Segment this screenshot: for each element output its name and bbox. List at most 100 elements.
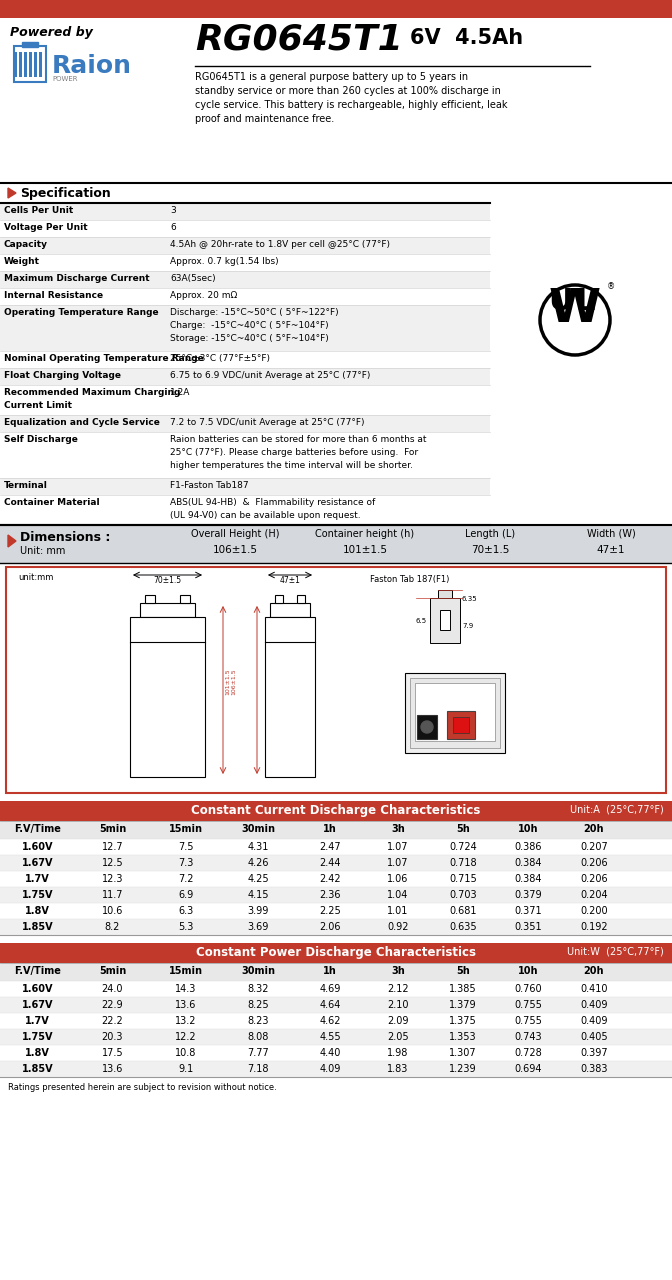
Bar [0,369,490,385]
Text: 1.8V: 1.8V [25,1048,50,1059]
Bar [0,253,490,271]
Text: Powered by: Powered by [10,26,93,38]
Text: 5min: 5min [99,824,126,835]
Text: 2.12: 2.12 [387,984,409,995]
Text: 1.83: 1.83 [387,1064,409,1074]
Text: 101±1.5: 101±1.5 [343,545,388,556]
Text: 2.09: 2.09 [387,1016,409,1027]
Text: 4.40: 4.40 [319,1048,341,1059]
Text: 4.25: 4.25 [247,874,269,884]
Text: 12.7: 12.7 [101,842,124,852]
Bar [0,801,672,820]
Text: 10.8: 10.8 [175,1048,197,1059]
Bar [275,595,283,603]
Text: 10.6: 10.6 [102,906,123,916]
Text: Charge:  -15°C~40°C ( 5°F~104°F): Charge: -15°C~40°C ( 5°F~104°F) [170,321,329,330]
Bar [453,717,469,733]
Text: standby service or more than 260 cycles at 100% discharge in: standby service or more than 260 cycles … [195,86,501,96]
Text: 0.410: 0.410 [580,984,607,995]
Text: 7.9: 7.9 [462,623,473,628]
Bar [0,997,672,1012]
Text: Approx. 20 mΩ: Approx. 20 mΩ [170,291,237,300]
Text: 13.6: 13.6 [175,1000,197,1010]
Text: 1.60V: 1.60V [22,842,53,852]
Text: 0.755: 0.755 [514,1016,542,1027]
Text: Dimensions :: Dimensions : [20,531,110,544]
Polygon shape [8,535,16,547]
Text: 5h: 5h [456,824,470,835]
Text: 3.99: 3.99 [247,906,269,916]
Bar [0,870,672,887]
Text: 1.60V: 1.60V [22,984,53,995]
Text: 2.44: 2.44 [319,858,341,868]
Text: 2.36: 2.36 [319,890,341,900]
Text: 4.26: 4.26 [247,858,269,868]
Text: Faston Tab 187(F1): Faston Tab 187(F1) [370,575,450,584]
Text: 4.55: 4.55 [319,1032,341,1042]
Text: 12.3: 12.3 [101,874,123,884]
Text: 1.7V: 1.7V [25,1016,50,1027]
Text: 13.2: 13.2 [175,1016,197,1027]
Text: 47±1: 47±1 [280,576,300,585]
Text: Overall Height (H): Overall Height (H) [191,529,280,539]
Text: proof and maintenance free.: proof and maintenance free. [195,114,334,124]
Text: 4.31: 4.31 [247,842,269,852]
Bar [0,204,490,220]
Text: W: W [549,288,601,333]
Text: 5.3: 5.3 [178,922,194,932]
Bar [405,673,505,753]
Text: 3: 3 [170,206,176,215]
Text: 0.724: 0.724 [449,842,477,852]
Bar [297,595,305,603]
Text: 0.384: 0.384 [514,858,542,868]
Bar [0,220,490,237]
Text: 8.08: 8.08 [247,1032,269,1042]
Bar [0,902,672,919]
Bar [438,590,452,598]
Text: 17.5: 17.5 [101,1048,124,1059]
Text: 6.75 to 6.9 VDC/unit Average at 25°C (77°F): 6.75 to 6.9 VDC/unit Average at 25°C (77… [170,371,370,380]
Bar [0,1044,672,1061]
Bar [447,710,475,739]
Bar [34,52,37,77]
Bar [14,46,46,82]
Text: Constant Current Discharge Characteristics: Constant Current Discharge Characteristi… [192,804,480,817]
Bar [0,1012,672,1029]
Text: 30min: 30min [241,824,275,835]
Text: 1.75V: 1.75V [22,890,53,900]
Bar [14,52,17,77]
Bar [410,678,500,748]
Text: 8.32: 8.32 [247,984,269,995]
Bar [430,598,460,643]
Bar [0,183,672,204]
Text: POWER: POWER [52,76,77,82]
Text: 0.409: 0.409 [580,1000,607,1010]
Text: Approx. 0.7 kg(1.54 lbs): Approx. 0.7 kg(1.54 lbs) [170,257,279,266]
Text: 24.0: 24.0 [101,984,123,995]
Text: 8.25: 8.25 [247,1000,269,1010]
Text: 4.64: 4.64 [319,1000,341,1010]
Text: 0.728: 0.728 [514,1048,542,1059]
Text: Discharge: -15°C~50°C ( 5°F~122°F): Discharge: -15°C~50°C ( 5°F~122°F) [170,308,339,317]
Text: Nominal Operating Temperature Range: Nominal Operating Temperature Range [4,355,204,364]
Text: Specification: Specification [20,187,111,200]
Bar [0,288,490,305]
Bar [6,567,666,794]
Bar [0,1029,672,1044]
Text: RG0645T1: RG0645T1 [195,23,403,58]
Bar [19,52,22,77]
Text: 1.06: 1.06 [387,874,409,884]
Text: ABS(UL 94-HB)  &  Flammability resistance of: ABS(UL 94-HB) & Flammability resistance … [170,498,375,507]
Text: Operating Temperature Range: Operating Temperature Range [4,308,159,317]
Text: Internal Resistance: Internal Resistance [4,291,103,300]
Text: 12.2: 12.2 [175,1032,197,1042]
Text: 1.353: 1.353 [449,1032,477,1042]
Text: ®: ® [607,283,615,292]
Text: 70±1.5: 70±1.5 [153,576,181,585]
Text: 3h: 3h [391,966,405,975]
Bar [24,52,27,77]
Bar [0,919,672,934]
Text: 0.681: 0.681 [450,906,476,916]
Text: F.V/Time: F.V/Time [14,966,61,975]
Text: 0.409: 0.409 [580,1016,607,1027]
